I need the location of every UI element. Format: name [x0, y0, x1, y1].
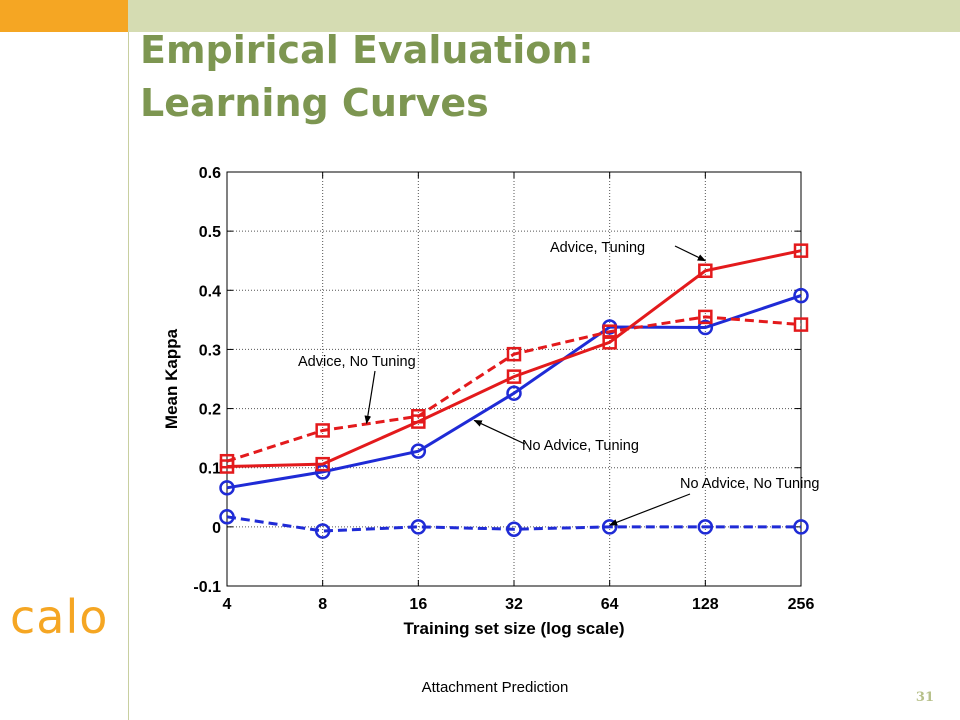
- series-line: [226, 294, 802, 490]
- series-1: [219, 309, 809, 469]
- top-header-bar: [128, 0, 960, 32]
- orange-corner-block: [0, 0, 128, 32]
- annotation-label: Advice, No Tuning: [298, 354, 416, 370]
- series-line: [226, 515, 801, 533]
- grid-lines: [227, 172, 801, 586]
- annotation-arrow: [674, 245, 707, 262]
- left-divider-line: [128, 32, 129, 720]
- data-point: [219, 509, 235, 525]
- data-point: [697, 319, 714, 336]
- annotation-label: No Advice, Tuning: [522, 438, 639, 454]
- x-tick-label: 8: [318, 596, 327, 613]
- data-point: [410, 443, 427, 459]
- data-point: [219, 459, 235, 474]
- data-point: [793, 519, 809, 535]
- y-axis-label: Mean Kappa: [162, 328, 181, 429]
- y-tick-label: 0.6: [199, 165, 221, 182]
- x-tick-label: 64: [601, 596, 619, 613]
- annotation-layer: Advice, Tuning Advice, No Tuning No Advice…: [298, 240, 819, 526]
- x-tick-label: 32: [505, 596, 523, 613]
- calo-logo: calo: [10, 590, 109, 644]
- x-axis: 4 8 16 32 64 128 256: [223, 172, 815, 613]
- y-tick-label: 0.5: [199, 224, 221, 241]
- chart-caption: Attachment Prediction: [421, 679, 569, 696]
- series-3: [219, 509, 809, 539]
- annotation-label: Advice, Tuning: [550, 240, 645, 256]
- slide-title: Empirical Evaluation: Learning Curves: [140, 24, 594, 130]
- slide-title-line-2: Learning Curves: [140, 81, 489, 125]
- x-tick-label: 256: [788, 596, 815, 613]
- annotation-arrow: [608, 493, 691, 526]
- data-point: [793, 317, 809, 332]
- y-tick-label: 0.4: [199, 283, 221, 300]
- data-point: [698, 309, 713, 325]
- data-point: [602, 335, 617, 350]
- x-tick-label: 128: [692, 596, 719, 613]
- series-line: [226, 249, 802, 469]
- y-tick-label: -0.1: [193, 579, 221, 596]
- data-point: [506, 521, 522, 537]
- y-axis: -0.1 0 0.1 0.2 0.3 0.4 0.5 0.6: [193, 165, 801, 596]
- x-tick-label: 16: [409, 596, 427, 613]
- data-point: [410, 519, 427, 535]
- data-point: [506, 385, 522, 401]
- data-point: [793, 243, 809, 258]
- data-point: [314, 523, 331, 539]
- data-point: [411, 414, 426, 429]
- annotation-label: No Advice, No Tuning: [680, 476, 819, 492]
- y-tick-label: 0.1: [199, 461, 221, 478]
- y-tick-label: 0: [212, 520, 221, 537]
- data-point: [506, 369, 522, 384]
- data-point: [602, 324, 617, 339]
- data-point: [219, 480, 235, 496]
- data-point: [698, 263, 713, 279]
- annotation-arrow: [364, 370, 376, 425]
- slide-title-line-1: Empirical Evaluation:: [140, 28, 594, 72]
- y-tick-label: 0.3: [199, 342, 221, 359]
- data-point: [793, 287, 809, 304]
- series-2: [219, 287, 809, 496]
- x-axis-label: Training set size (log scale): [403, 619, 624, 638]
- data-point: [315, 456, 330, 472]
- y-tick-label: 0.2: [199, 402, 221, 419]
- series-0: [219, 243, 809, 474]
- data-point: [506, 346, 522, 362]
- data-point: [697, 519, 714, 535]
- data-point: [315, 423, 330, 438]
- page-number: 31: [915, 690, 934, 705]
- series-layer: [219, 243, 809, 539]
- series-line: [226, 315, 802, 463]
- annotation-arrow: [473, 419, 526, 445]
- x-tick-label: 4: [223, 596, 232, 613]
